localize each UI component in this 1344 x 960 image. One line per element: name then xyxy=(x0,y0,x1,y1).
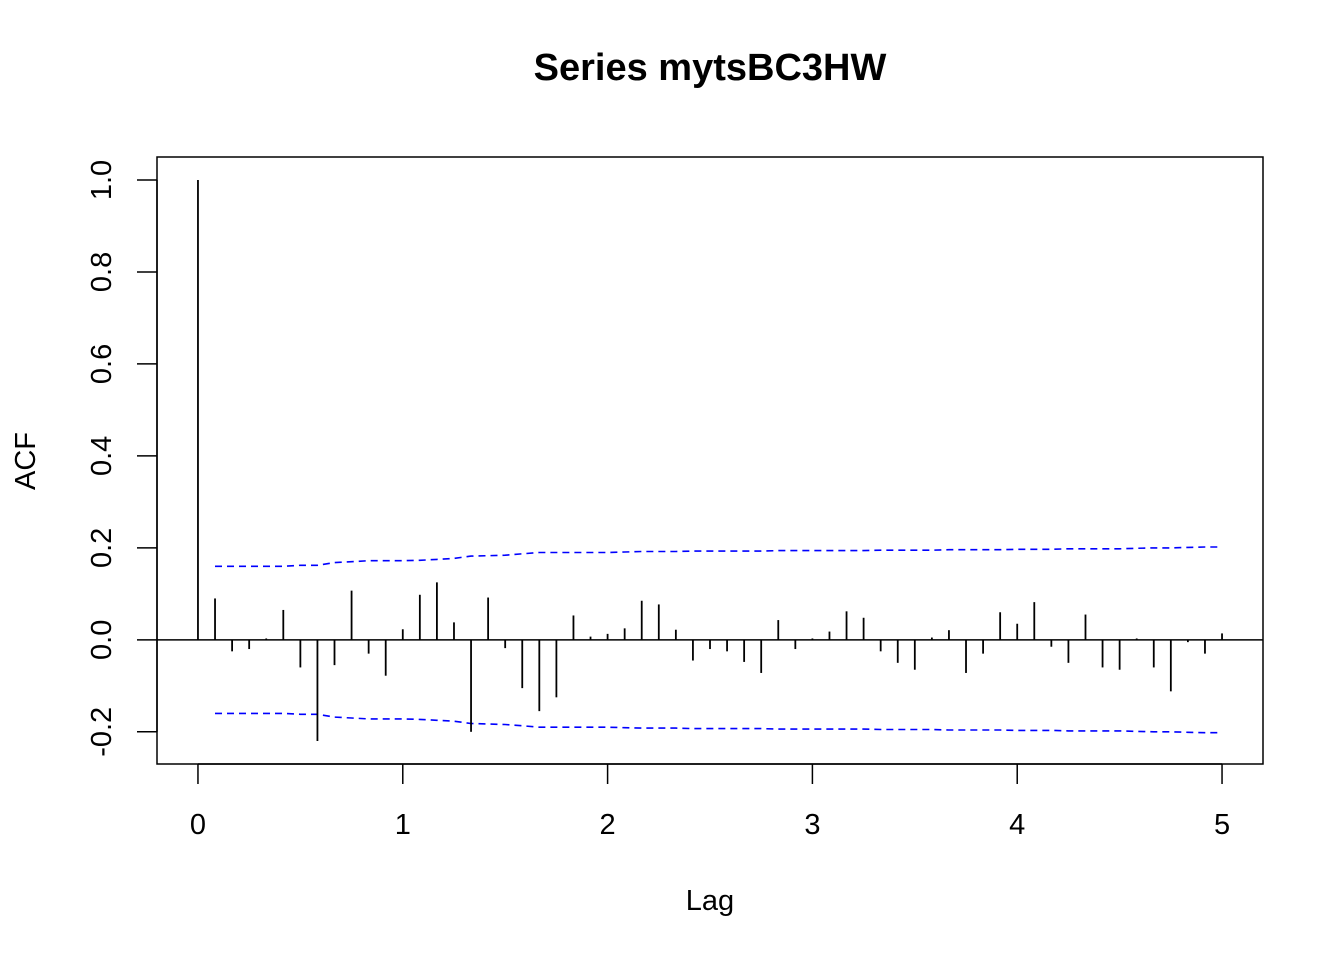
confidence-bounds xyxy=(215,546,1222,734)
y-tick-label: 0.8 xyxy=(86,252,118,292)
y-axis-label: ACF xyxy=(10,432,42,490)
x-tick-label: 3 xyxy=(804,809,820,841)
y-tick-label: 0.2 xyxy=(86,528,118,568)
x-tick-label: 5 xyxy=(1214,809,1230,841)
y-tick-label: 0.0 xyxy=(86,620,118,660)
x-tick-label: 0 xyxy=(190,809,206,841)
y-tick-label: -0.2 xyxy=(86,707,118,757)
x-tick-label: 2 xyxy=(600,809,616,841)
plot-frame xyxy=(156,156,1264,765)
confidence-upper-line xyxy=(215,546,1222,568)
x-tick-label: 4 xyxy=(1009,809,1025,841)
x-tick-label: 1 xyxy=(395,809,411,841)
y-axis: -0.2 0.0 0.2 0.4 0.6 0.8 1.0 xyxy=(86,160,158,757)
x-axis: 0 1 2 3 4 5 xyxy=(190,763,1230,841)
y-tick-label: 0.4 xyxy=(86,436,118,476)
y-tick-label: 0.6 xyxy=(86,344,118,384)
acf-bars xyxy=(197,179,1223,742)
y-tick-label: 1.0 xyxy=(86,160,118,200)
x-axis-label: Lag xyxy=(686,885,734,917)
confidence-lower-line xyxy=(215,712,1222,734)
chart-title: Series mytsBC3HW xyxy=(534,47,887,89)
